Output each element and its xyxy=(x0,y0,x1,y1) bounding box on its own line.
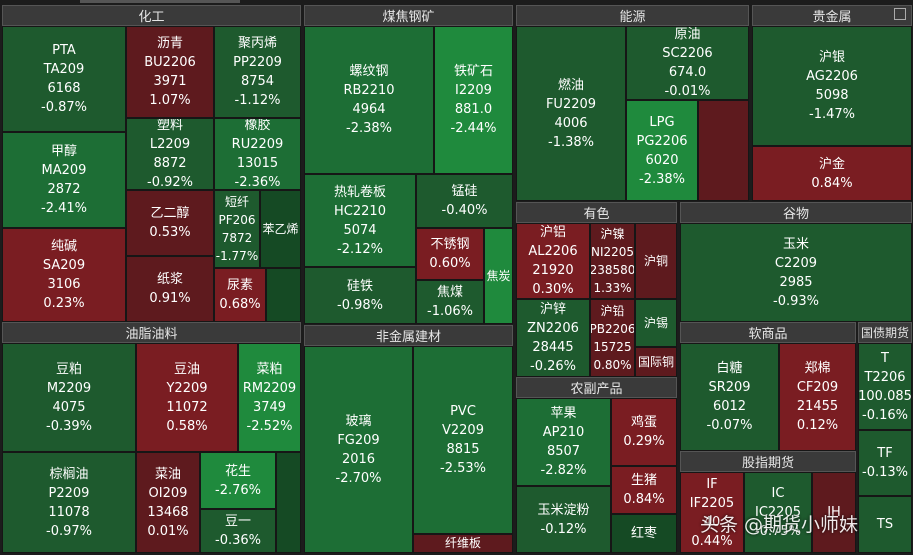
tile-zn[interactable]: 沪锌 ZN2206 28445 -0.26% xyxy=(516,299,590,377)
tile-oi[interactable]: 菜油 OI209 13468 0.01% xyxy=(136,452,200,553)
tile-pb[interactable]: 沪铅 PB2206 15725 0.80% xyxy=(590,299,635,377)
tile-cu[interactable]: 沪铜 xyxy=(635,223,677,299)
tile-chem-misc[interactable] xyxy=(266,268,301,322)
tile-methanol[interactable]: 甲醇 MA209 2872 -2.41% xyxy=(2,132,126,228)
tile-au[interactable]: 沪金 0.84% xyxy=(752,146,912,201)
tile-bitumen[interactable]: 沥青 BU2206 3971 1.07% xyxy=(126,26,214,118)
tile-al[interactable]: 沪铝 AL2206 21920 0.30% xyxy=(516,223,590,299)
tile-oil-misc[interactable] xyxy=(276,452,301,553)
tile-plastic[interactable]: 塑料 L2209 8872 -0.92% xyxy=(126,118,214,190)
tile-egg[interactable]: 鸡蛋 0.29% xyxy=(611,398,677,466)
sector-title-precious[interactable]: 贵金属 xyxy=(752,5,912,26)
tile-hc[interactable]: 热轧卷板 HC2210 5074 -2.12% xyxy=(304,174,416,267)
sector-title-bond[interactable]: 国债期货 xyxy=(858,322,912,343)
tile-rm[interactable]: 菜粕 RM2209 3749 -2.52% xyxy=(238,343,301,452)
tile-corn[interactable]: 玉米 C2209 2985 -0.93% xyxy=(680,223,912,322)
tile-styrene[interactable]: 苯乙烯 xyxy=(260,190,301,268)
tile-pvc[interactable]: PVC V2209 8815 -2.53% xyxy=(413,346,513,534)
tile-ag[interactable]: 沪银 AG2206 5098 -1.47% xyxy=(752,26,912,146)
tile-ni[interactable]: 沪镍 NI2205 238580 1.33% xyxy=(590,223,635,299)
tile-glass[interactable]: 玻璃 FG209 2016 -2.70% xyxy=(304,346,413,553)
tile-ts[interactable]: TS xyxy=(858,496,912,553)
tile-sugar[interactable]: 白糖 SR209 6012 -0.07% xyxy=(680,343,779,451)
expand-icon[interactable] xyxy=(894,8,906,20)
tile-hog[interactable]: 生猪 0.84% xyxy=(611,466,677,514)
tile-sn[interactable]: 沪锡 xyxy=(635,299,677,347)
tile-fu[interactable]: 燃油 FU2209 4006 -1.38% xyxy=(516,26,626,201)
sector-title-chem[interactable]: 化工 xyxy=(2,5,301,26)
tile-t[interactable]: T T2206 100.085 -0.16% xyxy=(858,343,912,430)
tile-bc[interactable]: 国际铜 xyxy=(635,347,677,377)
tile-sc[interactable]: 原油 SC2206 674.0 -0.01% xyxy=(626,26,749,100)
tile-tf[interactable]: TF -0.13% xyxy=(858,430,912,496)
tile-ih[interactable]: IH xyxy=(812,472,856,553)
tile-if[interactable]: IF IF2205 40 0.44% xyxy=(680,472,744,553)
tile-mn[interactable]: 锰硅 -0.40% xyxy=(416,174,513,228)
tile-iron[interactable]: 铁矿石 I2209 881.0 -2.44% xyxy=(434,26,513,174)
tile-soda[interactable]: 纯碱 SA209 3106 0.23% xyxy=(2,228,126,322)
tile-pta[interactable]: PTA TA209 6168 -0.87% xyxy=(2,26,126,132)
tile-meal[interactable]: 豆粕 M2209 4075 -0.39% xyxy=(2,343,136,452)
tile-eg[interactable]: 乙二醇 0.53% xyxy=(126,190,214,256)
tile-lpg[interactable]: LPG PG2206 6020 -2.38% xyxy=(626,100,698,201)
tile-pp[interactable]: 聚丙烯 PP2209 8754 -1.12% xyxy=(214,26,301,118)
top-scroll-indicator xyxy=(80,0,240,3)
watermark: 头条 @期货小师妹 xyxy=(700,514,859,536)
tile-jm[interactable]: 焦煤 -1.06% xyxy=(416,280,484,324)
tile-cotton[interactable]: 郑棉 CF209 21455 0.12% xyxy=(779,343,856,451)
sector-title-nonferrous[interactable]: 有色 xyxy=(516,202,677,223)
tile-apple[interactable]: 苹果 AP210 8507 -2.82% xyxy=(516,398,611,486)
tile-urea[interactable]: 尿素 0.68% xyxy=(214,268,266,322)
tile-ic[interactable]: IC IC2205 -0.75% xyxy=(744,472,812,553)
tile-coke[interactable]: 焦炭 xyxy=(484,228,513,324)
tile-rebar[interactable]: 螺纹钢 RB2210 4964 -2.38% xyxy=(304,26,434,174)
sector-title-soft[interactable]: 软商品 xyxy=(680,322,856,343)
tile-energy-misc[interactable] xyxy=(698,100,749,201)
sector-title-grain[interactable]: 谷物 xyxy=(680,202,912,223)
sector-title-agri[interactable]: 农副产品 xyxy=(516,377,677,398)
sector-title-oil[interactable]: 油脂油料 xyxy=(2,322,301,343)
sector-title-coal[interactable]: 煤焦钢矿 xyxy=(304,5,513,26)
tile-soyoil[interactable]: 豆油 Y2209 11072 0.58% xyxy=(136,343,238,452)
tile-palm[interactable]: 棕榈油 P2209 11078 -0.97% xyxy=(2,452,136,553)
sector-title-energy[interactable]: 能源 xyxy=(516,5,749,26)
tile-peanut[interactable]: 花生 -2.76% xyxy=(200,452,276,509)
sector-title-nonmetal[interactable]: 非金属建材 xyxy=(304,325,513,346)
tile-rubber[interactable]: 橡胶 RU2209 13015 -2.36% xyxy=(214,118,301,190)
tile-ss[interactable]: 不锈钢 0.60% xyxy=(416,228,484,280)
tile-jujube[interactable]: 红枣 xyxy=(611,514,677,553)
sector-title-index[interactable]: 股指期货 xyxy=(680,451,856,472)
tile-pulp[interactable]: 纸浆 0.91% xyxy=(126,256,214,322)
tile-si[interactable]: 硅铁 -0.98% xyxy=(304,267,416,324)
tile-bean1[interactable]: 豆一 -0.36% xyxy=(200,509,276,553)
tile-starch[interactable]: 玉米淀粉 -0.12% xyxy=(516,486,611,553)
tile-pf[interactable]: 短纤 PF206 7872 -1.77% xyxy=(214,190,260,268)
tile-fb[interactable]: 纤维板 xyxy=(413,534,513,553)
